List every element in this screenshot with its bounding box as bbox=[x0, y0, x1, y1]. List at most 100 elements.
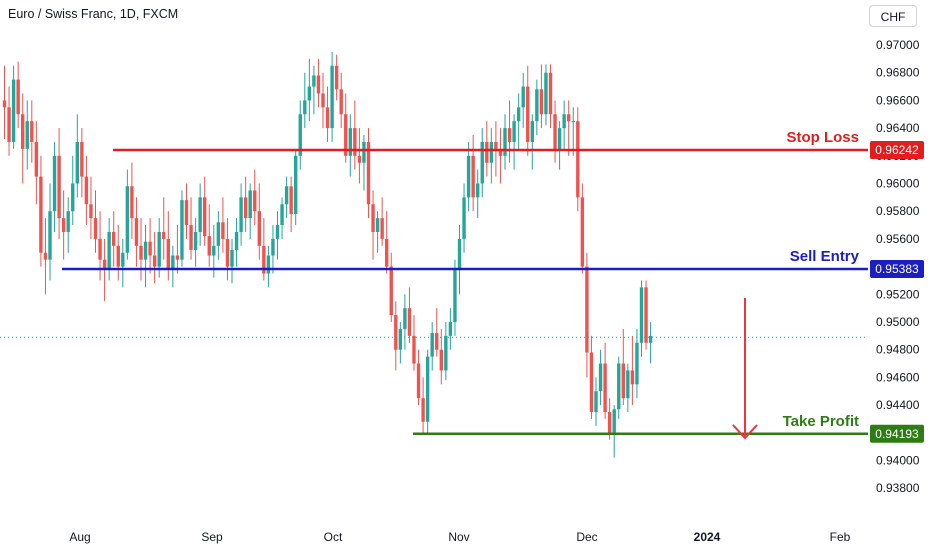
candle-body bbox=[626, 370, 630, 399]
candle-body bbox=[380, 218, 384, 239]
candle-body bbox=[389, 266, 393, 316]
price-tick-label: 0.96800 bbox=[876, 66, 920, 80]
candle-body bbox=[284, 186, 289, 205]
candle-body bbox=[61, 218, 66, 232]
candle-body bbox=[193, 231, 198, 250]
candle-body bbox=[148, 241, 152, 256]
candle-body bbox=[648, 335, 653, 343]
candle-body bbox=[398, 328, 403, 350]
time-tick-label: Oct bbox=[324, 530, 343, 544]
candle-body bbox=[125, 186, 130, 253]
candle-body bbox=[71, 183, 75, 212]
candle-body bbox=[34, 141, 39, 177]
candle-body bbox=[453, 269, 457, 322]
stop-price-tag-label: 0.96242 bbox=[875, 143, 919, 157]
candle-body bbox=[7, 107, 11, 142]
candle-body bbox=[130, 186, 134, 219]
price-tick-label: 0.96000 bbox=[876, 177, 920, 191]
candle-body bbox=[143, 241, 148, 260]
price-tick-label: 0.94000 bbox=[876, 454, 920, 468]
candle-body bbox=[330, 65, 334, 129]
candle-body bbox=[617, 363, 621, 410]
candle-body bbox=[562, 114, 566, 129]
candle-body bbox=[230, 249, 234, 267]
candle-body bbox=[526, 86, 530, 142]
candle-body bbox=[548, 72, 553, 115]
candle-body bbox=[580, 197, 585, 267]
candle-body bbox=[116, 245, 120, 267]
sell-arrow-head bbox=[732, 424, 758, 440]
candle-body bbox=[457, 238, 462, 270]
candle-body bbox=[57, 155, 61, 219]
candle-body bbox=[271, 238, 275, 256]
candle-body bbox=[357, 155, 362, 163]
candle-body bbox=[394, 315, 398, 350]
time-axis[interactable]: Aug Sep Oct Nov Dec 2024 Feb bbox=[69, 530, 850, 544]
candle-body bbox=[448, 322, 453, 336]
candle-body bbox=[435, 333, 439, 350]
candle-body bbox=[253, 190, 257, 212]
candle-body bbox=[521, 86, 525, 108]
candles-layer bbox=[2, 51, 653, 458]
price-tick-label: 0.96400 bbox=[876, 121, 920, 135]
target-level-label: Take Profit bbox=[783, 413, 859, 430]
candle-body bbox=[430, 333, 434, 357]
candle-body bbox=[184, 200, 189, 226]
candle-body bbox=[325, 107, 330, 129]
candle-body bbox=[171, 255, 175, 270]
candle-body bbox=[612, 409, 616, 433]
candle-body bbox=[571, 121, 575, 123]
candle-body bbox=[544, 72, 548, 115]
time-tick-label: Feb bbox=[830, 530, 851, 544]
candle-body bbox=[630, 370, 635, 385]
candle-body bbox=[11, 79, 16, 142]
candle-body bbox=[225, 238, 230, 267]
candle-body bbox=[80, 141, 84, 177]
sell-arrow bbox=[732, 298, 758, 440]
candle-body bbox=[444, 335, 448, 371]
candle-body bbox=[471, 155, 475, 198]
entry-price-tag bbox=[870, 259, 924, 278]
candle-body bbox=[216, 222, 221, 246]
candle-body bbox=[530, 121, 534, 142]
candle-body bbox=[439, 349, 443, 371]
candle-body bbox=[198, 197, 202, 232]
price-tick-label: 0.94800 bbox=[876, 343, 920, 357]
candle-body bbox=[403, 308, 407, 329]
candle-body bbox=[262, 245, 266, 274]
candle-body bbox=[385, 238, 389, 267]
candle-body bbox=[43, 252, 48, 260]
candle-body bbox=[102, 259, 107, 270]
candle-body bbox=[539, 89, 544, 115]
candle-body bbox=[589, 352, 594, 413]
candle-body bbox=[75, 141, 79, 184]
time-tick-label: Sep bbox=[201, 530, 223, 544]
currency-selector[interactable]: CHF bbox=[869, 5, 917, 27]
price-tick-label: 0.95200 bbox=[876, 287, 920, 301]
candle-body bbox=[494, 141, 498, 149]
candle-body bbox=[207, 236, 211, 256]
candle-body bbox=[303, 100, 307, 115]
candle-body bbox=[466, 155, 471, 198]
time-tick-label: 2024 bbox=[694, 530, 721, 544]
candle-body bbox=[321, 93, 325, 108]
candle-body bbox=[289, 186, 293, 214]
candle-body bbox=[121, 252, 125, 267]
entry-price-tag-label: 0.95383 bbox=[875, 262, 919, 276]
price-tick-label: 0.94600 bbox=[876, 370, 920, 384]
candle-body bbox=[598, 363, 603, 392]
candle-body bbox=[421, 398, 425, 422]
candle-body bbox=[152, 255, 157, 267]
candle-body bbox=[407, 308, 412, 336]
candle-body bbox=[462, 197, 466, 239]
price-tick-label: 0.95000 bbox=[876, 315, 920, 329]
time-tick-label: Aug bbox=[69, 530, 90, 544]
candle-body bbox=[2, 100, 7, 108]
candle-body bbox=[594, 391, 598, 413]
candle-body bbox=[21, 114, 25, 149]
candle-body bbox=[239, 197, 243, 232]
candle-body bbox=[489, 141, 494, 163]
candle-body bbox=[312, 75, 316, 87]
candle-body bbox=[275, 225, 280, 239]
